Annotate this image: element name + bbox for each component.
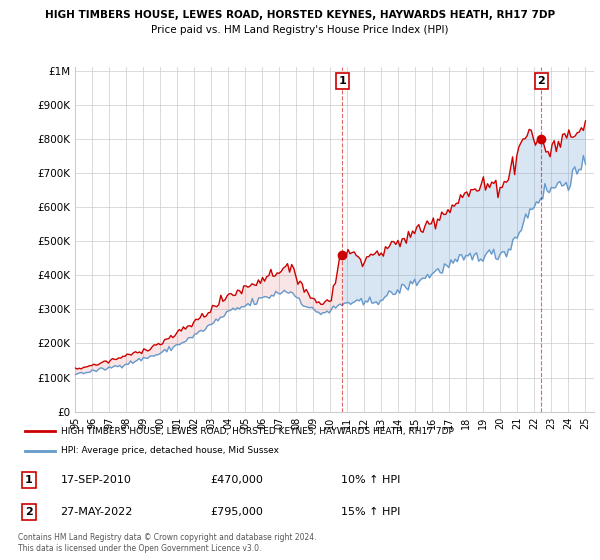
Text: 2: 2	[25, 507, 32, 517]
Text: 10% ↑ HPI: 10% ↑ HPI	[341, 475, 401, 484]
Text: HIGH TIMBERS HOUSE, LEWES ROAD, HORSTED KEYNES, HAYWARDS HEATH, RH17 7DP: HIGH TIMBERS HOUSE, LEWES ROAD, HORSTED …	[61, 427, 454, 436]
Text: 15% ↑ HPI: 15% ↑ HPI	[341, 507, 401, 517]
Text: 1: 1	[338, 76, 346, 86]
Text: Contains HM Land Registry data © Crown copyright and database right 2024.
This d: Contains HM Land Registry data © Crown c…	[18, 533, 317, 553]
Text: 17-SEP-2010: 17-SEP-2010	[61, 475, 131, 484]
Text: £470,000: £470,000	[211, 475, 263, 484]
Text: 1: 1	[25, 475, 32, 484]
Text: HPI: Average price, detached house, Mid Sussex: HPI: Average price, detached house, Mid …	[61, 446, 278, 455]
Text: 2: 2	[538, 76, 545, 86]
Text: 27-MAY-2022: 27-MAY-2022	[61, 507, 133, 517]
Text: £795,000: £795,000	[211, 507, 263, 517]
Text: HIGH TIMBERS HOUSE, LEWES ROAD, HORSTED KEYNES, HAYWARDS HEATH, RH17 7DP: HIGH TIMBERS HOUSE, LEWES ROAD, HORSTED …	[45, 10, 555, 20]
Text: Price paid vs. HM Land Registry's House Price Index (HPI): Price paid vs. HM Land Registry's House …	[151, 25, 449, 35]
